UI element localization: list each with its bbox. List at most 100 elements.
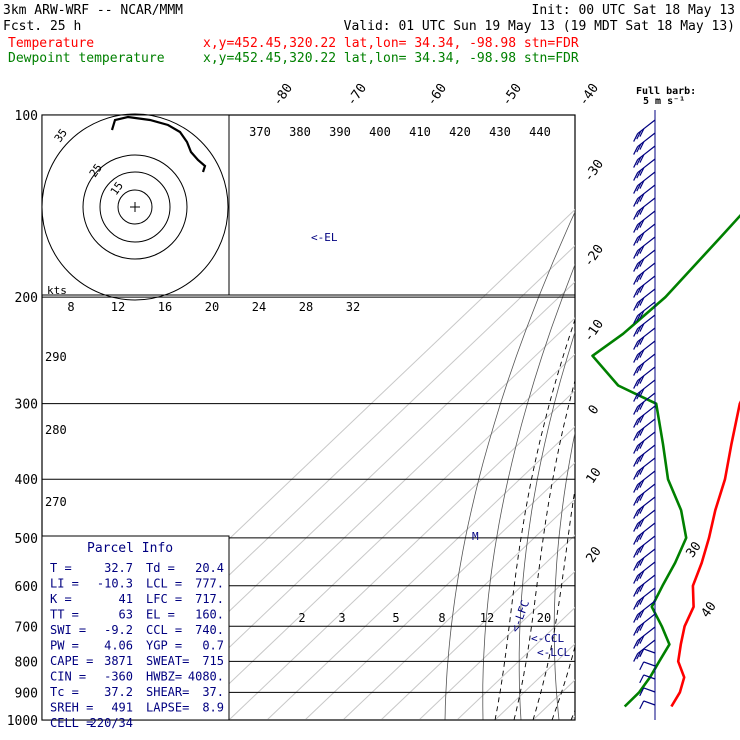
parcel-info-cell: 4.06	[104, 639, 133, 653]
wind-barb	[633, 470, 656, 493]
wind-barb-flag	[639, 310, 645, 319]
wind-barb-flag	[639, 258, 645, 267]
wind-barb	[633, 574, 656, 597]
pressure-tick-label: 500	[15, 532, 38, 547]
wind-barb-flag	[636, 611, 642, 621]
theta-label: 410	[409, 125, 431, 139]
wind-barb	[633, 184, 656, 207]
pressure-tick-label: 200	[15, 291, 38, 306]
wind-barb-flag	[636, 182, 642, 192]
hodograph-tick-label: 24	[252, 300, 266, 314]
wind-barb-flag	[633, 536, 639, 545]
parcel-info-cell: SWI =	[50, 623, 86, 637]
wind-barb	[633, 119, 656, 142]
parcel-info-cell: 63	[119, 608, 133, 622]
wind-barb-flag	[639, 518, 645, 527]
parcel-info-cell: LCL =	[146, 577, 182, 591]
wind-barb-flag	[636, 442, 642, 452]
parcel-info-panel: Parcel Info T = 32.7 Td = 20.4 LI = -10.3 LCL …	[41, 535, 230, 730]
dry-adiabat	[588, 115, 701, 733]
temperature-trace	[670, 400, 740, 708]
parcel-info-cell: 41	[119, 592, 133, 606]
wind-barb-flag	[636, 156, 642, 166]
wind-barb-flag	[639, 635, 645, 644]
wind-barb-flag	[639, 479, 645, 488]
theta-label: 420	[449, 125, 471, 139]
hodograph-ring-label: 35	[52, 126, 70, 144]
parcel-info-cell: LFC =	[146, 592, 182, 606]
m-marker: M	[472, 530, 479, 543]
mixing-ratio-label: 12	[480, 611, 494, 625]
wind-barb	[633, 275, 656, 298]
wind-barb	[633, 288, 656, 311]
model-title: 3km ARW-WRF -- NCAR/MMM	[3, 3, 183, 18]
parcel-info-cell: 37.	[202, 685, 224, 699]
legend-dewpoint-label: Dewpoint temperature	[8, 51, 165, 66]
parcel-info-cell: -10.3	[97, 577, 133, 591]
dry-adiabat	[652, 115, 740, 733]
wind-barb-flag	[633, 302, 639, 311]
wind-barb-flag	[636, 247, 642, 257]
hodograph-ring	[82, 154, 188, 260]
wind-barb-flag	[633, 354, 639, 363]
isotherm-line	[494, 643, 575, 720]
isotherm-line	[418, 570, 575, 720]
wind-barb-flag	[639, 557, 645, 566]
moist-adiabat	[609, 297, 740, 720]
wind-barb-flag	[636, 481, 642, 491]
wind-barb-flag	[633, 315, 639, 324]
wind-barb-flag	[639, 349, 645, 358]
hodograph-tick-label: 28	[299, 300, 313, 314]
theta-label: 400	[369, 125, 391, 139]
wind-barb-flag	[639, 570, 645, 579]
wind-barb-flag	[636, 260, 642, 270]
wind-barb-flag	[636, 338, 642, 348]
wind-barb-flag	[633, 445, 639, 454]
wind-barb-flag	[639, 492, 645, 501]
parcel-title: Parcel Info	[87, 541, 173, 556]
wind-barb	[633, 535, 656, 558]
wind-barb-flag	[636, 351, 642, 361]
wind-barb-flag	[633, 146, 639, 155]
wind-barb-flag	[633, 237, 639, 246]
parcel-info-cell: 3871	[104, 654, 133, 668]
wind-barb	[633, 353, 656, 376]
wind-barb-flag	[636, 273, 642, 283]
parcel-info-cell: 4080.	[188, 670, 224, 684]
wind-barb-flag	[639, 505, 645, 514]
pressure-tick-label: 1000	[7, 714, 38, 729]
wind-barb-flag	[633, 133, 639, 142]
wind-barb-flag	[639, 193, 645, 202]
wind-barb	[633, 496, 656, 519]
hodograph-ring	[41, 113, 229, 301]
wind-barb-flag	[633, 172, 639, 181]
wind-barb-flag	[633, 471, 639, 480]
parcel-info-cell: EL =	[146, 608, 175, 622]
sounding-series	[591, 213, 740, 708]
wind-barb	[633, 379, 656, 402]
isotherm-label: -80	[270, 81, 296, 109]
isotherm-label: -50	[499, 81, 525, 109]
wind-barb-column	[633, 110, 656, 720]
wind-barb-flag	[639, 661, 645, 671]
dry-adiabat	[518, 330, 575, 720]
wind-barb	[639, 648, 656, 658]
parcel-info-cell: T =	[50, 561, 72, 575]
el-marker: <-EL	[311, 231, 338, 244]
forecast-hour: Fcst. 25 h	[3, 19, 81, 34]
wind-barb	[633, 249, 656, 272]
theta-side-label: 270	[45, 495, 67, 509]
wind-barb-staff	[643, 661, 656, 667]
wind-barb	[633, 210, 656, 233]
wind-barb-flag	[639, 297, 645, 306]
wind-barb-flag	[636, 364, 642, 374]
wind-barb	[633, 262, 656, 285]
wind-barb-staff	[643, 687, 656, 693]
wind-barb-flag	[639, 427, 645, 436]
mixing-ratio-bottom-ticks: 8 12 16 20 24 28 32	[67, 300, 360, 314]
wind-barb-flag	[636, 494, 642, 504]
wind-barb-flag	[639, 440, 645, 449]
wind-barb	[633, 301, 656, 324]
wind-barb-flag	[636, 416, 642, 426]
